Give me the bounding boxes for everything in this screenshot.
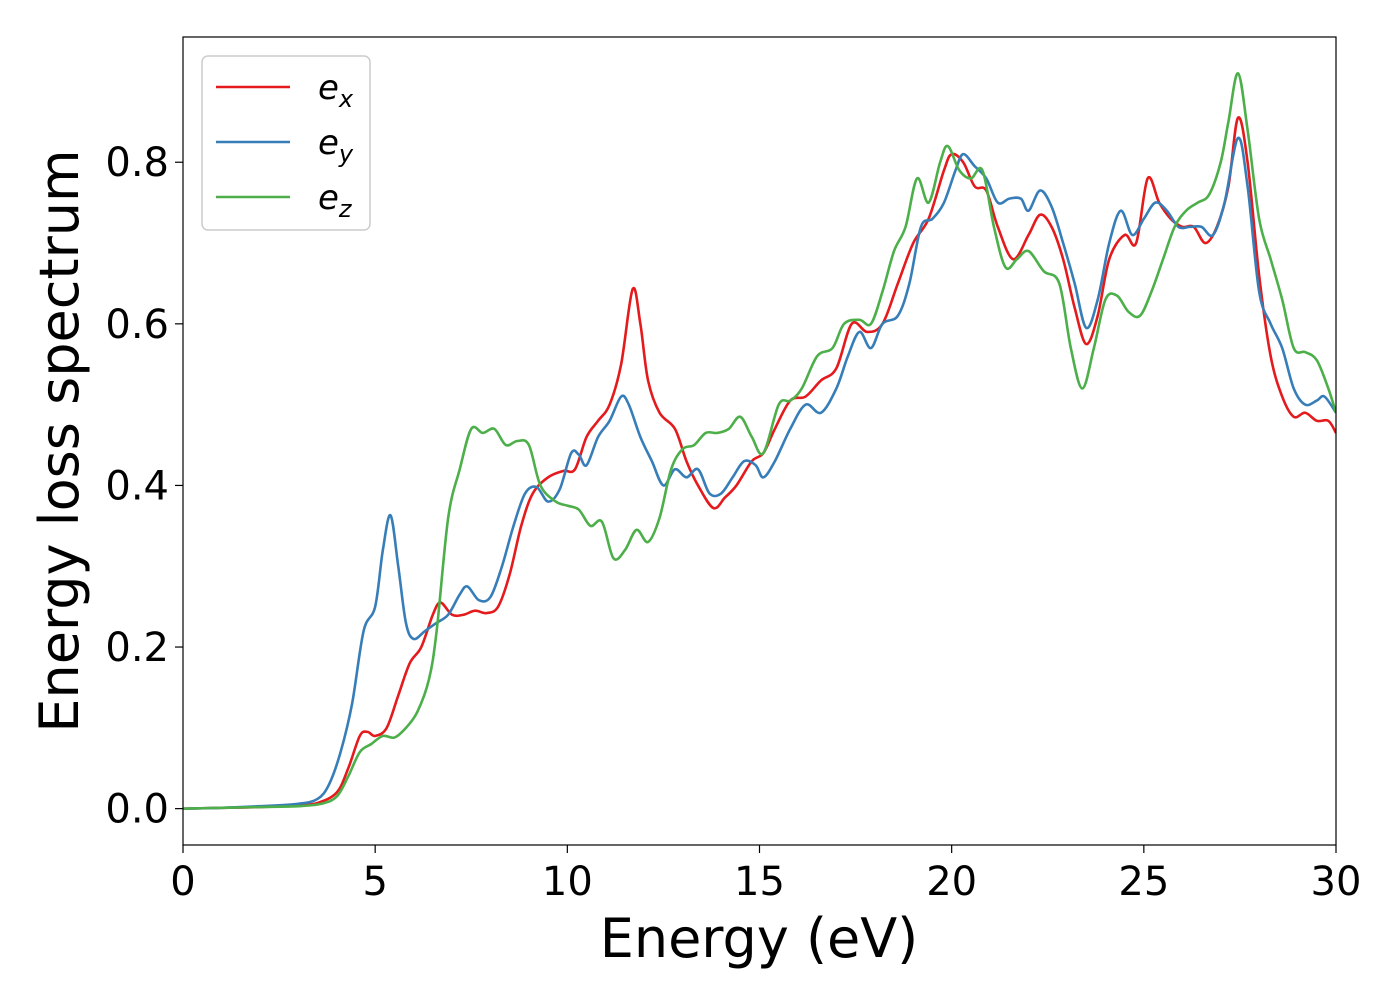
y-tick-label: 0.6 (105, 302, 169, 348)
y-tick-label: 0.8 (105, 140, 169, 186)
x-tick-label: 25 (1118, 859, 1169, 905)
x-tick-label: 15 (734, 859, 785, 905)
y-axis: 0.0 0.2 0.4 0.6 0.8 (105, 140, 183, 833)
y-tick-label: 0.2 (105, 625, 169, 671)
x-tick-label: 5 (362, 859, 387, 905)
x-axis-title: Energy (eV) (600, 907, 919, 970)
series-line-ez (183, 72, 1336, 810)
x-tick-label: 20 (926, 859, 977, 905)
plot-background (183, 37, 1336, 845)
legend-label-ey: ey (318, 123, 354, 168)
x-axis: 0 5 10 15 20 25 30 (170, 845, 1361, 905)
series-layer (183, 72, 1336, 810)
y-tick-label: 0.4 (105, 463, 169, 509)
x-tick-label: 30 (1311, 859, 1362, 905)
legend-label-ez: ez (318, 178, 353, 223)
legend: ex ey ez (201, 55, 371, 231)
legend-label-ex: ex (318, 68, 354, 113)
y-axis-title: Energy loss spectrum (28, 149, 91, 732)
series-line-ey (183, 136, 1336, 810)
y-tick-label: 0.0 (105, 787, 169, 833)
x-tick-label: 10 (542, 859, 593, 905)
x-tick-label: 0 (170, 859, 195, 905)
